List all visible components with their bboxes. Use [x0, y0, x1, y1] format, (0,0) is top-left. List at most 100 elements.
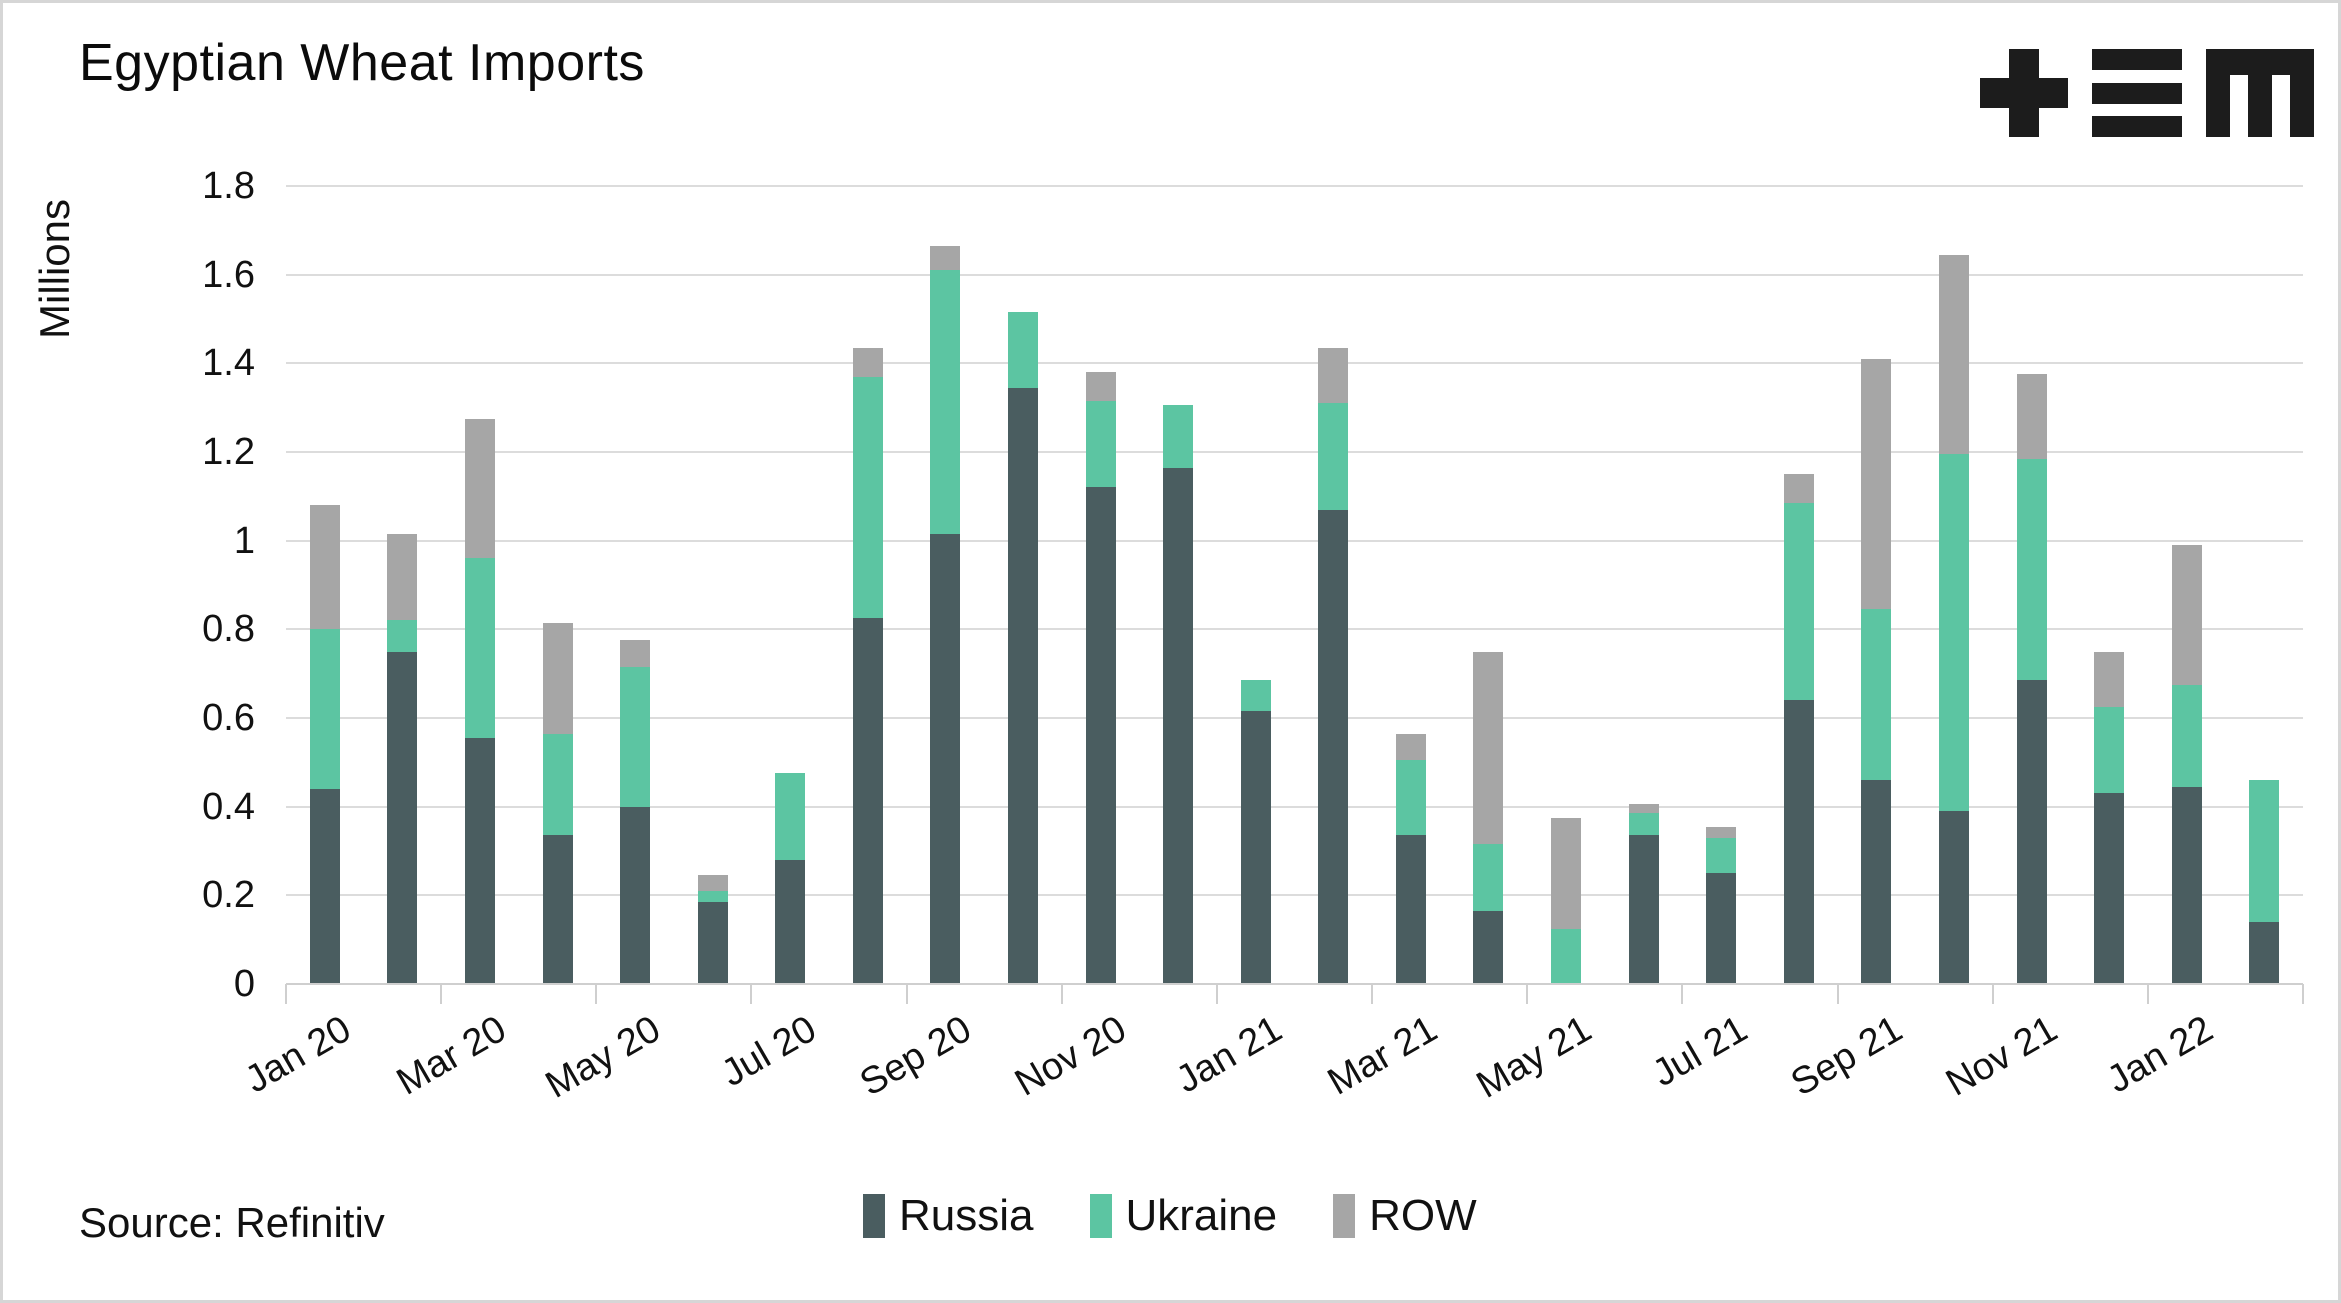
- bar-segment-row: [1395, 733, 1426, 761]
- gridline: [286, 362, 2303, 365]
- bar-segment-russia: [387, 651, 418, 984]
- bar-series-container: [286, 186, 2303, 984]
- bar-group-apr-20: [519, 186, 597, 984]
- gridline: [286, 717, 2303, 719]
- bar-segment-ukraine: [1007, 312, 1038, 388]
- bar-segment-row: [2171, 545, 2202, 685]
- y-tick-label: 0.2: [202, 874, 255, 917]
- bar-segment-russia: [1628, 835, 1659, 984]
- bar-segment-ukraine: [1163, 405, 1194, 468]
- bar-segment-russia: [775, 859, 806, 984]
- bar-segment-ukraine: [1473, 844, 1504, 911]
- bar-segment-row: [1318, 347, 1349, 404]
- legend-item-ukraine: Ukraine: [1089, 1191, 1278, 1241]
- bar-segment-ukraine: [1240, 680, 1271, 712]
- x-axis-label: Nov 20: [1008, 1008, 1134, 1105]
- legend-label: Ukraine: [1125, 1191, 1278, 1240]
- bar-group-jul-20: [751, 186, 829, 984]
- chart-title: Egyptian Wheat Imports: [79, 34, 645, 92]
- bar-group-may-20: [596, 186, 674, 984]
- bar-segment-russia: [697, 901, 728, 984]
- bar-segment-row: [930, 245, 961, 271]
- x-axis-tick: [1215, 984, 1218, 1004]
- bar-group-jun-20: [674, 186, 752, 984]
- bar-segment-ukraine: [1938, 454, 1969, 812]
- x-axis-label: May 20: [539, 1008, 669, 1107]
- bar-segment-ukraine: [464, 558, 495, 738]
- bar-group-dec-21: [2070, 186, 2148, 984]
- bar-segment-ukraine: [387, 620, 418, 652]
- y-tick-label: 0: [233, 963, 255, 1005]
- x-axis-label: Jan 22: [2099, 1008, 2220, 1102]
- y-axis-title: Millions: [31, 198, 78, 339]
- bar-group-jan-22: [2148, 186, 2226, 984]
- x-axis-tick: [750, 984, 753, 1004]
- bar-segment-ukraine: [775, 773, 806, 860]
- legend-item-russia: Russia: [863, 1191, 1034, 1241]
- x-axis-tick: [285, 984, 287, 1004]
- y-tick-label: 1.2: [202, 431, 255, 473]
- x-axis-tick: [2302, 984, 2304, 1004]
- bar-segment-ukraine: [542, 733, 573, 836]
- triple-bar-icon: [2092, 49, 2182, 137]
- x-axis-tick: [1991, 984, 1994, 1004]
- bar-segment-russia: [464, 737, 495, 984]
- bar-segment-russia: [2249, 921, 2280, 984]
- bar-segment-russia: [1395, 835, 1426, 984]
- bar-group-apr-21: [1450, 186, 1528, 984]
- bar-segment-ukraine: [2171, 684, 2202, 787]
- y-tick-label: 1.4: [202, 342, 255, 385]
- bar-segment-row: [1085, 372, 1116, 402]
- x-axis-tick: [1371, 984, 1374, 1004]
- bar-segment-russia: [1783, 700, 1814, 984]
- gridline: [286, 451, 2303, 453]
- gridline: [286, 805, 2303, 808]
- x-axis-label: Mar 20: [389, 1008, 513, 1104]
- x-axis-label: Sep 20: [853, 1008, 979, 1105]
- bar-segment-russia: [1163, 467, 1194, 984]
- bar-segment-ukraine: [2094, 706, 2125, 794]
- bar-group-mar-21: [1372, 186, 1450, 984]
- bar-group-jun-21: [1605, 186, 1683, 984]
- bar-group-sep-21: [1838, 186, 1916, 984]
- bar-segment-row: [387, 534, 418, 621]
- source-note: Source: Refinitiv: [79, 1199, 385, 1246]
- x-axis-label: Nov 21: [1939, 1008, 2065, 1105]
- bar-segment-row: [1938, 254, 1969, 455]
- legend-swatch-russia: [863, 1194, 885, 1238]
- bar-segment-ukraine: [1628, 813, 1659, 836]
- bar-segment-ukraine: [620, 667, 651, 807]
- legend: Russia Ukraine ROW: [863, 1191, 1477, 1241]
- bar-group-feb-20: [364, 186, 442, 984]
- bar-group-aug-20: [829, 186, 907, 984]
- bar-segment-russia: [1706, 873, 1737, 984]
- legend-item-row: ROW: [1333, 1191, 1477, 1241]
- bar-group-sep-20: [907, 186, 985, 984]
- bar-segment-row: [1551, 817, 1582, 929]
- x-axis-tick: [1681, 984, 1684, 1004]
- gridline: [286, 273, 2303, 276]
- x-axis-tick: [1836, 984, 1839, 1004]
- bar-segment-row: [1861, 358, 1892, 610]
- bar-segment-russia: [1861, 780, 1892, 984]
- legend-swatch-ukraine: [1089, 1194, 1112, 1238]
- bar-group-dec-20: [1139, 186, 1217, 984]
- bar-segment-row: [464, 418, 495, 559]
- bar-segment-russia: [852, 618, 883, 984]
- y-tick-label: 1.8: [202, 165, 255, 207]
- bar-segment-row: [542, 622, 573, 734]
- bar-segment-row: [1783, 474, 1814, 503]
- plus-icon: [1980, 49, 2068, 137]
- bar-segment-russia: [2171, 786, 2202, 984]
- bar-segment-row: [2016, 374, 2047, 459]
- bar-segment-row: [1706, 826, 1737, 838]
- legend-swatch-row: [1333, 1194, 1356, 1238]
- gridline: [286, 539, 2303, 542]
- bar-segment-row: [620, 640, 651, 668]
- x-axis-line: [286, 983, 2303, 985]
- bar-group-nov-20: [1062, 186, 1140, 984]
- bar-group-feb-22: [2225, 186, 2303, 984]
- bar-segment-ukraine: [852, 376, 883, 619]
- bar-segment-ukraine: [2016, 458, 2047, 681]
